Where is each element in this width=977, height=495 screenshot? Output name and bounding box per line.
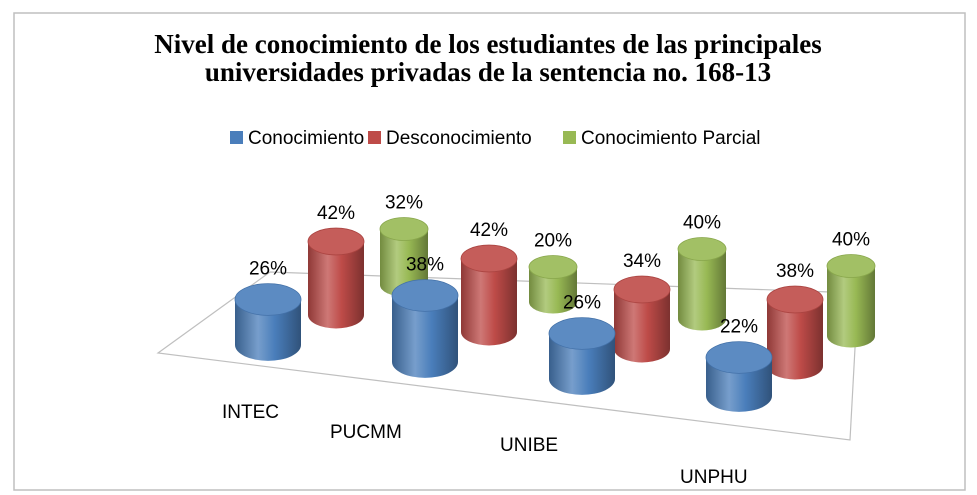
- data-label: 40%: [832, 229, 870, 250]
- cylinder: [528, 255, 578, 314]
- data-label: 40%: [683, 212, 721, 233]
- cylinder-top: [307, 227, 365, 256]
- x-tick-label: PUCMM: [330, 422, 402, 443]
- cylinder-body: [529, 267, 577, 314]
- cylinder-body: [461, 258, 517, 346]
- cylinder-top: [826, 254, 876, 278]
- cylinder-body: [392, 295, 458, 378]
- cylinder: [379, 217, 429, 297]
- data-label: 26%: [563, 293, 601, 314]
- data-label: 38%: [406, 255, 444, 276]
- x-tick-label: UNPHU: [680, 467, 748, 488]
- cylinder-body: [380, 229, 428, 297]
- data-label: 32%: [385, 192, 423, 213]
- cylinder-top: [234, 283, 302, 316]
- cylinder: [307, 227, 365, 329]
- cylinder: [613, 275, 671, 363]
- cylinder-body: [767, 299, 823, 380]
- cylinder-top: [613, 275, 671, 304]
- legend-label: Conocimiento: [248, 128, 364, 149]
- data-label: 42%: [470, 220, 508, 241]
- cylinder-top: [766, 285, 824, 314]
- cylinder-top: [391, 279, 459, 312]
- cylinder: [460, 244, 518, 346]
- cylinder: [234, 283, 302, 361]
- data-label: 22%: [720, 317, 758, 338]
- cylinder-body: [308, 241, 364, 329]
- cylinder-body: [827, 266, 875, 348]
- chart-title: Nivel de conocimiento de los estudiantes…: [154, 29, 822, 87]
- data-label: 26%: [249, 259, 287, 280]
- legend-label: Desconocimiento: [386, 128, 532, 149]
- cylinder: [391, 279, 459, 378]
- cylinder: [677, 237, 727, 331]
- data-label: 42%: [317, 203, 355, 224]
- cylinder: [826, 254, 876, 348]
- cylinder-body: [235, 299, 301, 361]
- legend-swatch: [368, 131, 381, 144]
- legend-swatch: [563, 131, 576, 144]
- legend-swatch: [230, 131, 243, 144]
- cylinder-top: [677, 237, 727, 261]
- x-tick-label: INTEC: [222, 402, 279, 423]
- cylinder: [705, 341, 773, 412]
- legend-label: Conocimiento Parcial: [581, 128, 761, 149]
- data-label: 34%: [623, 251, 661, 272]
- data-label: 20%: [534, 230, 572, 251]
- cylinder-body: [614, 289, 670, 363]
- cylinder-body: [549, 333, 615, 395]
- cylinder-top: [548, 317, 616, 350]
- cylinder-top: [705, 341, 773, 374]
- cylinder: [766, 285, 824, 380]
- cylinder-top: [379, 217, 429, 241]
- cylinder-top: [460, 244, 518, 273]
- cylinder-body: [678, 249, 726, 331]
- x-tick-label: UNIBE: [500, 435, 558, 456]
- cylinder: [548, 317, 616, 395]
- cylinder-top: [528, 255, 578, 279]
- data-label: 38%: [776, 261, 814, 282]
